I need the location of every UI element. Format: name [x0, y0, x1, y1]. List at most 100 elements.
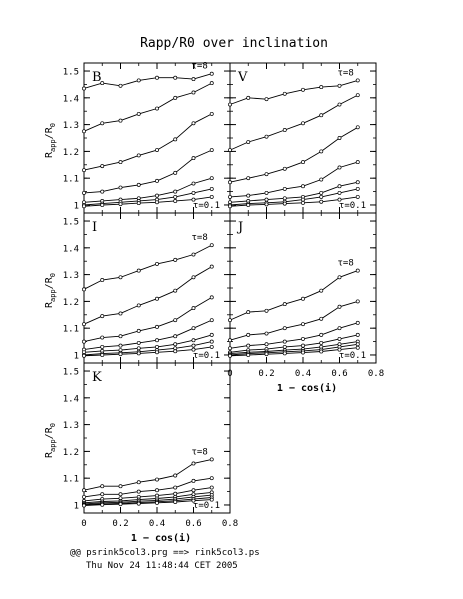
data-point — [209, 344, 214, 349]
data-point — [246, 203, 251, 207]
y-tick-label: 1.5 — [63, 368, 79, 378]
data-point — [191, 338, 196, 343]
data-point — [173, 349, 178, 354]
data-point — [100, 353, 105, 357]
data-point — [337, 165, 342, 170]
data-point — [173, 170, 178, 175]
data-point — [228, 204, 232, 209]
data-point — [264, 331, 269, 336]
x-axis-label: 1 − cos(i) — [277, 382, 337, 394]
data-point — [191, 252, 196, 257]
tau-bottom-label: τ=0.1 — [193, 351, 220, 361]
data-point — [136, 303, 141, 308]
data-point — [355, 180, 360, 185]
panel-frame — [229, 62, 377, 214]
data-point — [337, 304, 342, 309]
data-point — [209, 457, 214, 462]
data-point — [337, 136, 342, 140]
y-tick-label: 1 — [74, 501, 79, 511]
data-point — [246, 193, 251, 198]
data-point — [228, 194, 232, 199]
data-point — [82, 353, 86, 358]
series-line — [83, 458, 212, 491]
data-point — [191, 326, 196, 331]
data-point — [100, 203, 105, 207]
data-point — [282, 326, 287, 331]
series-line — [83, 499, 212, 506]
data-point — [228, 102, 232, 107]
data-point — [355, 93, 360, 98]
data-point — [173, 500, 178, 504]
series-line — [229, 161, 358, 198]
x-tick-label: 0 — [81, 519, 86, 529]
panel-I: 1 1.1 1.2 1.3 1.4 1.5 Rapp/R0 Iτ=8 τ=0.1 — [44, 212, 231, 364]
series-line — [83, 113, 213, 171]
data-point — [82, 86, 86, 91]
series-line — [83, 196, 212, 207]
data-point — [209, 71, 214, 76]
data-point — [209, 485, 214, 490]
series-line — [83, 297, 213, 343]
data-point — [100, 502, 105, 507]
data-point — [191, 347, 196, 352]
data-point — [173, 257, 178, 262]
data-point — [155, 477, 159, 482]
x-tick-label: 0.8 — [368, 369, 384, 379]
figure-title: Rapp/R0 over inclination — [140, 36, 328, 51]
y-tick-label: 1.5 — [63, 68, 79, 78]
data-point — [136, 78, 141, 83]
y-tick-label: 1.3 — [63, 121, 79, 131]
data-point — [209, 81, 214, 86]
data-point — [301, 184, 305, 189]
data-point — [355, 345, 360, 350]
series-line — [83, 188, 212, 206]
data-point — [337, 190, 342, 195]
data-point — [264, 202, 269, 207]
data-point — [209, 194, 214, 199]
x-tick-label: 0.6 — [185, 519, 201, 529]
panel-label: B — [92, 70, 102, 85]
data-point — [155, 148, 159, 153]
data-point — [282, 201, 287, 206]
data-point — [136, 340, 141, 345]
y-tick-label: 1 — [74, 201, 79, 211]
series-line — [83, 497, 212, 506]
data-point — [100, 121, 105, 126]
data-point — [301, 121, 305, 126]
data-point — [246, 353, 251, 357]
series-line — [83, 319, 212, 351]
data-point — [100, 164, 105, 169]
tau-bottom-label: τ=0.1 — [193, 201, 220, 211]
data-point — [82, 129, 86, 134]
y-tick-label: 1.5 — [63, 218, 79, 228]
data-point — [282, 344, 287, 349]
data-point — [136, 328, 141, 333]
data-point — [355, 160, 360, 165]
data-point — [118, 334, 123, 339]
data-point — [282, 339, 287, 344]
data-point — [246, 176, 251, 181]
data-point — [228, 180, 232, 185]
data-point — [173, 75, 178, 80]
panel-label: V — [237, 70, 248, 85]
panel-B: 1 1.1 1.2 1.3 1.4 1.5 Rapp/R0 Bτ=8 τ=0.1 — [44, 62, 231, 214]
data-point — [173, 334, 178, 339]
x-axis-label: 1 − cos(i) — [131, 532, 191, 544]
data-point — [282, 302, 287, 307]
data-point — [118, 502, 123, 507]
data-point — [173, 318, 178, 323]
y-axis-label: Rapp/R0 — [44, 423, 57, 458]
data-point — [173, 491, 178, 496]
series-line — [83, 477, 212, 498]
data-point — [337, 197, 342, 202]
series-line — [83, 494, 212, 505]
series-line — [83, 82, 213, 132]
data-point — [118, 275, 123, 280]
data-point — [100, 81, 105, 86]
data-point — [100, 314, 105, 319]
data-point — [100, 492, 105, 497]
data-point — [155, 338, 159, 343]
data-point — [209, 332, 214, 337]
data-point — [209, 264, 214, 269]
